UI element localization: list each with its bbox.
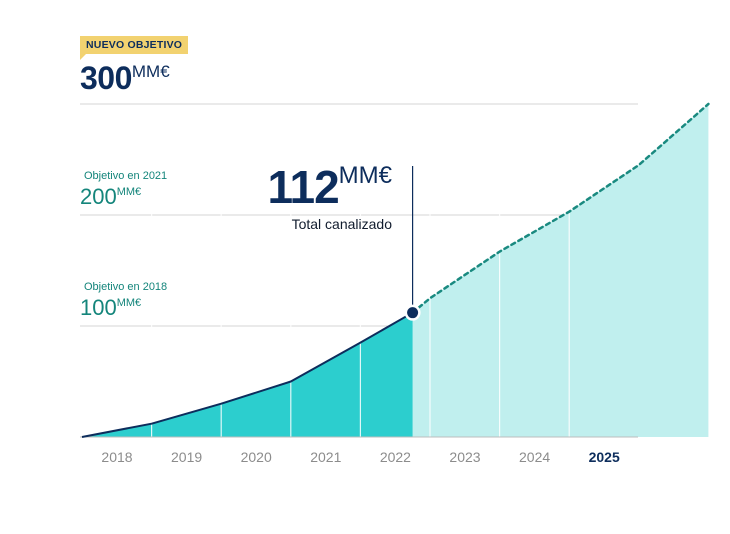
x-tick-label-2021: 2021	[310, 449, 341, 465]
x-tick-label-2018: 2018	[101, 449, 132, 465]
new-target-badge-tail	[80, 54, 86, 60]
projected-series-line	[411, 102, 710, 314]
new-target-unit: MM€	[131, 62, 170, 81]
objective-2021-unit: MM€	[116, 186, 142, 198]
current-total-marker	[407, 307, 419, 319]
objective-2021-value: 200MM€	[80, 184, 141, 210]
new-target-value: 300MM€	[80, 60, 170, 97]
new-target-badge: NUEVO OBJETIVO	[80, 36, 189, 54]
x-tick-label-2024: 2024	[519, 449, 550, 465]
actual-area	[82, 312, 413, 437]
x-tick-label-2019: 2019	[171, 449, 202, 465]
x-tick-label-2022: 2022	[380, 449, 411, 465]
objective-2018-number: 100	[80, 295, 117, 320]
actual-series-line	[81, 311, 414, 438]
objective-2021-number: 200	[80, 184, 117, 209]
x-tick-label-2023: 2023	[449, 449, 480, 465]
current-total-value: 112MM€	[267, 160, 392, 214]
current-total-caption: Total canalizado	[291, 216, 392, 232]
objective-2018-value: 100MM€	[80, 295, 141, 321]
current-total-unit: MM€	[338, 162, 392, 189]
new-target-badge-label: NUEVO OBJETIVO	[86, 39, 183, 51]
x-tick-label-2025: 2025	[589, 449, 620, 465]
current-total-number: 112	[267, 161, 339, 213]
objective-2021-label: Objetivo en 2021	[84, 170, 168, 182]
projected-area	[412, 104, 709, 437]
objective-2018-label: Objetivo en 2018	[84, 281, 168, 293]
new-target-number: 300	[80, 60, 132, 96]
objective-2018-unit: MM€	[116, 297, 142, 309]
x-tick-label-2020: 2020	[241, 449, 272, 465]
